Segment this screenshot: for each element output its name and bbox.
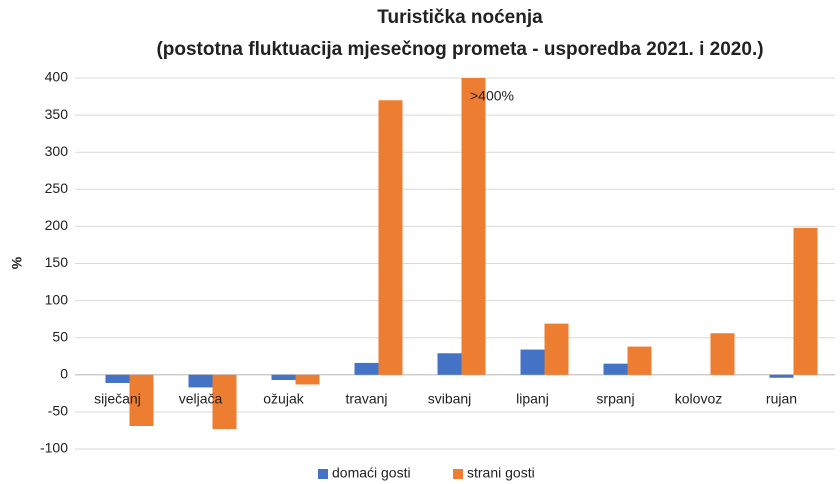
legend-swatch — [453, 469, 463, 479]
bar — [437, 353, 462, 375]
x-tick-label: travanj — [345, 391, 387, 407]
y-tick-label: 100 — [45, 291, 69, 307]
legend-swatch — [318, 469, 328, 479]
chart-subtitle: (postotna fluktuacija mjesečnog prometa … — [156, 39, 763, 60]
bar — [212, 374, 237, 429]
bar — [295, 374, 320, 385]
y-tick-label: 400 — [45, 69, 69, 85]
y-tick-label: 350 — [45, 106, 69, 122]
bar — [710, 333, 735, 375]
x-tick-label: siječanj — [94, 391, 141, 407]
chart-title: Turistička noćenja — [377, 7, 543, 28]
y-tick-label: -50 — [48, 403, 68, 419]
bar — [188, 374, 213, 388]
bar — [129, 374, 154, 426]
x-tick-label: srpanj — [596, 391, 634, 407]
bar — [627, 346, 652, 375]
bar — [105, 374, 130, 383]
y-tick-label: 150 — [45, 254, 69, 270]
x-tick-label: lipanj — [516, 391, 549, 407]
x-tick-label: kolovoz — [675, 391, 722, 407]
legend-label: strani gosti — [467, 465, 535, 481]
legend-label: domaći gosti — [332, 465, 411, 481]
bar — [461, 78, 486, 375]
x-tick-label: veljača — [179, 391, 223, 407]
y-tick-label: 0 — [60, 366, 68, 382]
bar — [793, 227, 818, 375]
y-tick-label: 200 — [45, 217, 69, 233]
bar — [520, 349, 545, 375]
bar — [544, 323, 569, 375]
y-axis-label: % — [9, 256, 25, 269]
y-tick-label: 50 — [52, 328, 68, 344]
y-tick-label: 300 — [45, 143, 69, 159]
bar — [603, 363, 628, 375]
y-tick-label: -100 — [40, 440, 68, 456]
x-tick-label: rujan — [766, 391, 797, 407]
x-tick-label: svibanj — [428, 391, 472, 407]
bar — [769, 374, 794, 378]
y-tick-label: 250 — [45, 180, 69, 196]
bar — [354, 362, 379, 375]
x-tick-label: ožujak — [263, 391, 304, 407]
bar — [378, 100, 403, 375]
annotation: >400% — [470, 88, 514, 104]
bar — [271, 374, 296, 380]
